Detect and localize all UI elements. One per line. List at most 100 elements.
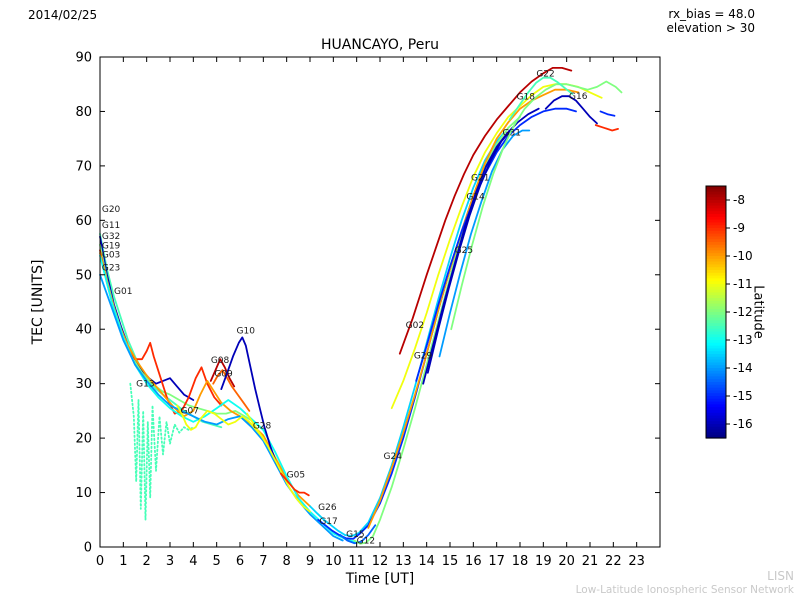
colorbar-segment bbox=[706, 418, 726, 422]
series-label-G09: G09 bbox=[214, 370, 233, 380]
colorbar-segment bbox=[706, 191, 726, 195]
colorbar-segment bbox=[706, 202, 726, 207]
series-G02 bbox=[398, 67, 573, 355]
colorbar-segment bbox=[706, 314, 726, 319]
series-label-G23: G23 bbox=[102, 263, 120, 273]
x-tick-label: 6 bbox=[236, 554, 244, 569]
series-label-G10: G10 bbox=[237, 327, 256, 337]
colorbar-segment bbox=[706, 401, 726, 405]
colorbar-segment bbox=[706, 323, 726, 327]
colorbar-segment bbox=[706, 404, 726, 408]
colorbar-segment bbox=[706, 421, 726, 425]
series-G28 bbox=[246, 412, 311, 513]
colorbar-segment bbox=[706, 292, 726, 296]
x-tick-label: 10 bbox=[325, 554, 342, 569]
colorbar-tick-label: -14 bbox=[733, 361, 753, 375]
colorbar-tick-label: -10 bbox=[733, 249, 753, 263]
colorbar-segment bbox=[706, 393, 726, 397]
colorbar-segment bbox=[706, 415, 726, 419]
colorbar-segment bbox=[706, 429, 726, 433]
colorbar-segment bbox=[706, 225, 726, 229]
series-label-G14: G14 bbox=[466, 193, 485, 203]
y-axis-label: TEC [UNITS] bbox=[30, 259, 46, 345]
colorbar-segment bbox=[706, 300, 726, 305]
colorbar-segment bbox=[706, 412, 726, 417]
x-tick-label: 19 bbox=[535, 554, 552, 569]
series-G12 bbox=[353, 116, 521, 545]
y-tick-label: 20 bbox=[75, 432, 92, 447]
y-tick-label: 10 bbox=[75, 486, 92, 501]
series-label-G32: G32 bbox=[102, 232, 120, 242]
colorbar-tick-label: -11 bbox=[733, 277, 753, 291]
colorbar-segment bbox=[706, 281, 726, 285]
colorbar-segment bbox=[706, 208, 726, 212]
series-G23 bbox=[99, 254, 356, 543]
colorbar-segment bbox=[706, 432, 726, 436]
x-tick-label: 4 bbox=[189, 554, 197, 569]
series-label-G16: G16 bbox=[569, 92, 588, 102]
elevation-label: elevation > 30 bbox=[666, 21, 756, 35]
series-label-G07: G07 bbox=[181, 407, 199, 417]
colorbar-segment bbox=[706, 354, 726, 358]
colorbar-segment bbox=[706, 284, 726, 288]
series-G22 bbox=[508, 76, 574, 121]
colorbar-segment bbox=[706, 233, 726, 237]
series-label-G29: G29 bbox=[414, 352, 433, 362]
colorbar-segment bbox=[706, 368, 726, 372]
x-tick-label: 0 bbox=[96, 554, 104, 569]
series-label-G26: G26 bbox=[318, 503, 337, 513]
x-axis-label: Time [UT] bbox=[345, 571, 415, 587]
series-G03 bbox=[99, 252, 311, 508]
colorbar-segment bbox=[706, 426, 726, 431]
colorbar-tick-label: -12 bbox=[733, 305, 753, 319]
lisn-watermark: LISN bbox=[767, 569, 794, 583]
colorbar-segment bbox=[706, 236, 726, 240]
series-segment bbox=[594, 124, 619, 132]
series-label-G19: G19 bbox=[102, 242, 121, 252]
colorbar-segment bbox=[706, 261, 726, 265]
colorbar-segment bbox=[706, 356, 726, 361]
x-tick-label: 12 bbox=[372, 554, 389, 569]
colorbar-segment bbox=[706, 244, 726, 249]
colorbar-segment bbox=[706, 309, 726, 313]
x-tick-label: 23 bbox=[628, 554, 645, 569]
colorbar-segment bbox=[706, 256, 726, 260]
colorbar-segment bbox=[706, 303, 726, 307]
colorbar-segment bbox=[706, 398, 726, 403]
series-G08 bbox=[209, 358, 236, 388]
colorbar-segment bbox=[706, 228, 726, 232]
series-label-G11: G11 bbox=[102, 221, 120, 231]
series-G25 bbox=[415, 107, 577, 382]
colorbar-segment bbox=[706, 275, 726, 279]
colorbar-segment bbox=[706, 295, 726, 299]
series-label-G12: G12 bbox=[357, 537, 375, 547]
series-label-G25: G25 bbox=[455, 246, 473, 256]
colorbar-segment bbox=[706, 289, 726, 293]
colorbar-segment bbox=[706, 247, 726, 251]
series-G31 bbox=[438, 129, 531, 358]
x-tick-label: 3 bbox=[166, 554, 174, 569]
series-G18 bbox=[450, 80, 623, 331]
colorbar-segment bbox=[706, 267, 726, 271]
series-label-G13: G13 bbox=[136, 379, 154, 389]
series-label-G03: G03 bbox=[102, 250, 120, 260]
series-label-G17: G17 bbox=[319, 517, 337, 527]
x-tick-label: 22 bbox=[605, 554, 622, 569]
y-tick-label: 80 bbox=[75, 105, 92, 120]
colorbar-segment bbox=[706, 272, 726, 277]
colorbar-segment bbox=[706, 200, 726, 204]
colorbar-segment bbox=[706, 348, 726, 352]
colorbar-segment bbox=[706, 379, 726, 383]
series-label-G18: G18 bbox=[517, 92, 536, 102]
colorbar-segment bbox=[706, 390, 726, 394]
x-tick-label: 8 bbox=[283, 554, 291, 569]
x-tick-label: 21 bbox=[582, 554, 599, 569]
colorbar-tick-label: -16 bbox=[733, 417, 753, 431]
x-tick-label: 13 bbox=[395, 554, 412, 569]
x-tick-label: 20 bbox=[558, 554, 575, 569]
series-G01 bbox=[99, 273, 344, 542]
colorbar-segment bbox=[706, 342, 726, 347]
colorbar-segment bbox=[706, 216, 726, 221]
x-tick-label: 9 bbox=[306, 554, 314, 569]
colorbar-segment bbox=[706, 211, 726, 215]
